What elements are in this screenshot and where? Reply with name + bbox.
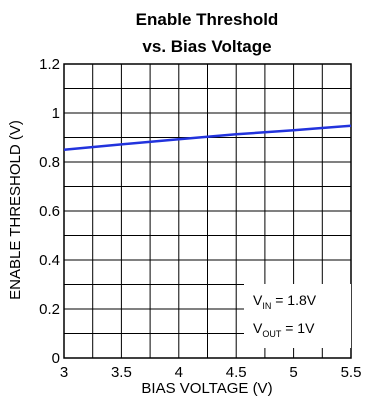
series-layer — [63, 124, 352, 152]
chart-title-line-2: vs. Bias Voltage — [142, 37, 271, 56]
plot-frame — [63, 63, 352, 359]
y-tick-label: 1 — [52, 105, 60, 122]
y-tick-label: 1.2 — [39, 56, 60, 73]
x-tick-label: 3.5 — [111, 364, 132, 381]
y-tick-label: 0.6 — [39, 203, 60, 220]
x-tick-label: 4 — [175, 364, 183, 381]
y-tick-label: 0.2 — [39, 301, 60, 318]
x-tick-label: 5.5 — [341, 364, 362, 381]
annotation-vin: VIN = 1.8V — [253, 292, 317, 311]
tick-labels: 3 3.5 4 4.5 5 5.5 0 0.2 0.4 0.6 0.8 1 1.2 — [39, 56, 361, 381]
x-tick-label: 5 — [289, 364, 297, 381]
annotation-box: VIN = 1.8V VOUT = 1V — [244, 284, 351, 348]
y-tick-label: 0.8 — [39, 154, 60, 171]
annotation-background — [244, 284, 351, 348]
x-axis-label: BIAS VOLTAGE (V) — [141, 380, 272, 397]
series-line — [63, 124, 352, 152]
y-axis-label: ENABLE THRESHOLD (V) — [7, 120, 24, 300]
y-tick-label: 0.4 — [39, 252, 60, 269]
x-tick-label: 3 — [60, 364, 68, 381]
chart-title-line-1: Enable Threshold — [136, 10, 279, 29]
x-tick-label: 4.5 — [226, 364, 247, 381]
y-tick-label: 0 — [52, 350, 60, 367]
annotation-vout: VOUT = 1V — [253, 320, 315, 339]
